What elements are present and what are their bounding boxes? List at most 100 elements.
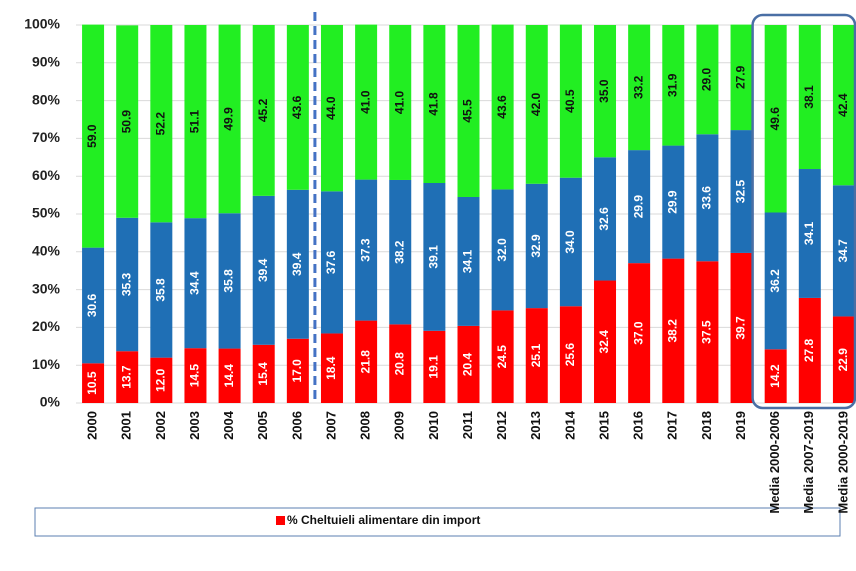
legend-label: % Cheltuieli alimentare din import [287, 513, 480, 527]
value-label: 39.4 [256, 258, 270, 282]
value-label: 34.0 [563, 230, 577, 254]
value-label: 27.8 [802, 338, 816, 362]
value-label: 31.9 [665, 73, 679, 97]
x-tick-label: 2015 [596, 411, 611, 440]
bar-segment [252, 344, 275, 403]
value-label: 13.7 [119, 365, 133, 389]
bar-segment [423, 25, 446, 184]
bar-segment [389, 25, 412, 180]
value-label: 52.2 [153, 112, 167, 136]
value-label: 32.9 [529, 234, 543, 258]
bar-segment [150, 25, 173, 223]
value-label: 51.1 [188, 110, 202, 134]
bar-segment [798, 169, 821, 298]
value-label: 12.0 [153, 368, 167, 392]
value-label: 34.4 [188, 271, 202, 295]
bar-segment [491, 310, 514, 403]
value-label: 35.8 [153, 278, 167, 302]
value-label: 41.0 [392, 90, 406, 114]
value-label: 39.1 [427, 245, 441, 269]
bar-segment [150, 222, 173, 358]
bar-segment [730, 252, 753, 403]
value-label: 35.3 [119, 272, 133, 296]
bar-segment [355, 179, 378, 321]
value-label: 32.0 [495, 238, 509, 262]
x-tick-label: 2008 [358, 411, 373, 440]
bar-segment [696, 134, 719, 262]
value-label: 25.6 [563, 343, 577, 367]
y-tick-label: 100% [24, 16, 60, 32]
x-tick-label: 2012 [494, 411, 509, 440]
value-label: 45.2 [256, 98, 270, 122]
bar-segment [423, 330, 446, 403]
x-tick-label: Media 2000-2019 [835, 411, 850, 514]
value-label: 40.5 [563, 89, 577, 113]
bar-segment [559, 177, 582, 307]
y-tick-label: 0% [40, 394, 61, 410]
value-label: 20.4 [461, 352, 475, 376]
bar-segment [116, 351, 139, 403]
value-label: 50.9 [119, 110, 133, 134]
value-label: 33.2 [631, 75, 645, 99]
y-tick-label: 10% [32, 356, 61, 372]
bar-segment [491, 189, 514, 311]
bar-segment [218, 24, 241, 214]
bar-segment [832, 185, 855, 317]
value-label: 17.0 [290, 359, 304, 383]
bar-segment [594, 280, 617, 403]
legend-box [34, 507, 841, 537]
y-tick-label: 80% [32, 91, 61, 107]
x-tick-label: 2009 [392, 411, 407, 440]
bar-segment [594, 25, 617, 158]
value-label: 45.5 [461, 99, 475, 123]
bar-segment [252, 195, 275, 345]
y-tick-label: 20% [32, 318, 61, 334]
value-label: 37.0 [631, 321, 645, 345]
value-label: 25.1 [529, 344, 543, 368]
bar-segment [525, 25, 548, 184]
x-tick-label: 2019 [733, 411, 748, 440]
value-label: 35.8 [222, 269, 236, 293]
value-label: 39.4 [290, 252, 304, 276]
value-label: 37.3 [358, 238, 372, 262]
value-label: 29.9 [665, 190, 679, 214]
x-tick-label: 2011 [460, 411, 475, 439]
value-label: 36.2 [768, 269, 782, 293]
bar-segment [491, 24, 514, 190]
value-label: 38.2 [665, 319, 679, 343]
bar-segment [662, 258, 685, 403]
bar-segment [662, 145, 685, 259]
x-tick-label: 2003 [187, 411, 202, 440]
value-label: 21.8 [358, 350, 372, 374]
bar-segment [798, 25, 821, 170]
bar-segment [730, 24, 753, 131]
bar-segment [355, 320, 378, 403]
bar-segment [286, 189, 309, 339]
bar-segment [150, 357, 173, 403]
x-tick-label: 2018 [699, 411, 714, 440]
x-tick-label: 2004 [221, 410, 236, 440]
value-label: 15.4 [256, 362, 270, 386]
bar-segment [457, 196, 480, 326]
bar-segment [320, 25, 343, 192]
value-label: 32.4 [597, 330, 611, 354]
bar-segment [184, 218, 207, 349]
bar-segment [559, 306, 582, 403]
value-label: 43.6 [495, 95, 509, 119]
value-label: 38.1 [802, 85, 816, 109]
bar-segment [525, 183, 548, 309]
bar-segment [764, 212, 787, 350]
bar-segment [116, 217, 139, 352]
value-label: 10.5 [85, 371, 99, 395]
bar-segment [184, 25, 207, 219]
value-label: 33.6 [700, 186, 714, 210]
value-label: 37.6 [324, 250, 338, 274]
bar-segment [423, 183, 446, 331]
value-label: 34.7 [836, 239, 850, 263]
value-label: 34.1 [802, 221, 816, 245]
bar-segment [696, 261, 719, 403]
value-label: 19.1 [427, 355, 441, 379]
bar-segment [184, 348, 207, 403]
bar-segment [696, 24, 719, 135]
